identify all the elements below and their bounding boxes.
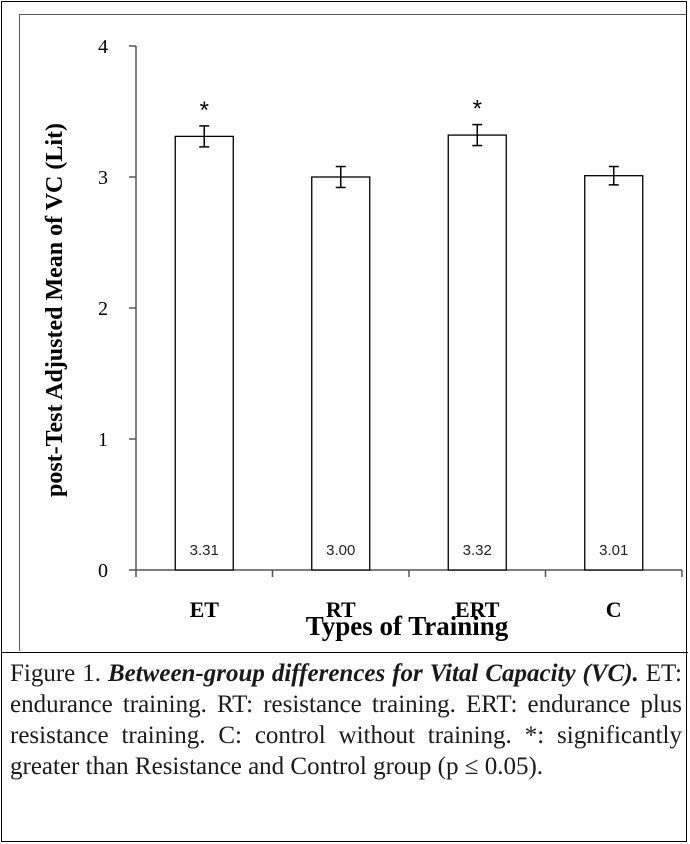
y-tick-label: 3 [98,167,108,189]
data-label: 3.31 [190,542,219,559]
y-axis-title: post-Test Adjusted Mean of VC (Lit) [42,123,68,497]
chart-area: 0 1 2 3 4 3.31 * ET 3.00 RT 3.32 * ERT 3.01 C post-Te… [2,2,688,652]
bar-c [584,175,644,571]
bar-ert [447,134,507,571]
y-tick-label: 0 [98,560,108,582]
caption-divider [2,652,688,653]
x-axis-title: Types of Training [306,611,509,641]
data-label: 3.32 [463,542,492,559]
data-label: 3.01 [599,542,628,559]
significance-marker: * [473,96,482,123]
bar-chart: 0 1 2 3 4 3.31 * ET 3.00 RT 3.32 * ERT 3.01 C post-Te… [42,36,683,641]
y-tick-label: 2 [98,298,108,320]
x-tick-label: C [606,597,622,622]
significance-marker: * [200,97,209,124]
y-tick-label: 1 [98,429,108,451]
data-label: 3.00 [326,542,355,559]
bar-rt [311,176,371,571]
caption-body: ET: endurance training. RT: resistance t… [10,660,682,780]
caption-title: Between-group differences for Vital Capa… [107,660,639,687]
figure-caption: Figure 1. Between-group differences for … [10,658,682,782]
chart-box [19,14,686,651]
caption-lead: Figure 1. [10,660,101,687]
x-tick-label: ET [190,597,220,622]
x-tick-label: RT [326,597,356,622]
y-tick-label: 4 [98,36,108,58]
bar-et [174,135,234,571]
x-tick-label: ERT [455,597,500,622]
